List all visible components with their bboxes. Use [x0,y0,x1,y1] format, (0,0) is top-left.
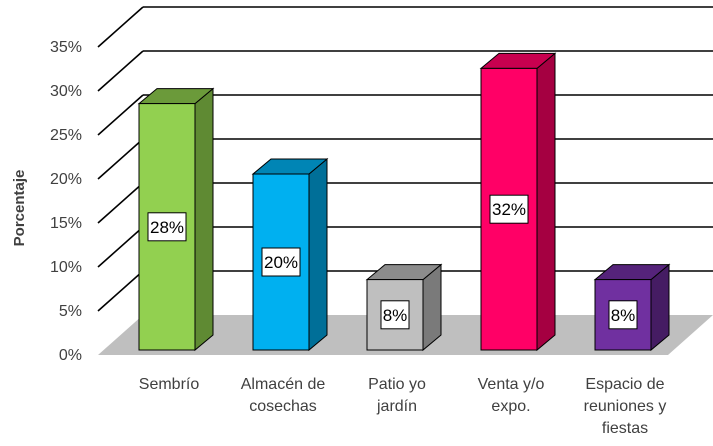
data-label: 20% [264,253,298,272]
data-label: 28% [150,218,184,237]
y-tick-label: 20% [50,171,82,188]
bar: 28% [137,87,215,352]
data-label: 8% [383,306,408,325]
data-label-box [489,194,529,224]
y-tick-label: 15% [50,215,82,232]
gridline-depth [97,50,144,92]
x-tick-label: jardín [376,398,417,415]
y-tick-label: 35% [50,39,82,56]
y-tick-label: 5% [59,303,82,320]
data-label-box [608,300,638,330]
gridline-depth [97,6,144,48]
x-tick-label: Almacén de [241,376,326,393]
y-tick-label: 25% [50,127,82,144]
data-label-box [261,247,301,277]
y-tick-label: 10% [50,259,82,276]
gridline-depth [97,182,144,224]
data-label: 32% [492,200,526,219]
bar: 8% [365,263,443,352]
y-axis-label: Porcentaje [11,170,28,247]
x-tick-label: Patio yo [368,376,426,393]
data-label-box [380,300,410,330]
x-tick-label: Espacio de [585,376,664,393]
bar-side [194,87,214,352]
x-tick-label: expo. [491,398,530,415]
x-tick-label: Sembrío [139,376,200,393]
y-tick-label: 0% [59,347,82,364]
y-tick-label: 30% [50,83,82,100]
gridline-depth [97,270,144,312]
bar-side [536,52,556,352]
x-tick-label: fiestas [602,420,648,437]
bar: 32% [479,52,557,352]
bar: 20% [251,157,329,352]
x-tick-label: Venta y/o [478,376,545,393]
data-label: 8% [611,306,636,325]
gridline-depth [97,138,144,180]
gridline-depth [97,94,144,136]
data-label-box [147,212,187,242]
x-tick-label: cosechas [249,398,317,415]
bar: 8% [593,263,671,352]
bar-side [308,157,328,352]
x-tick-label: reuniones y [584,398,667,415]
gridline-depth [97,226,144,268]
